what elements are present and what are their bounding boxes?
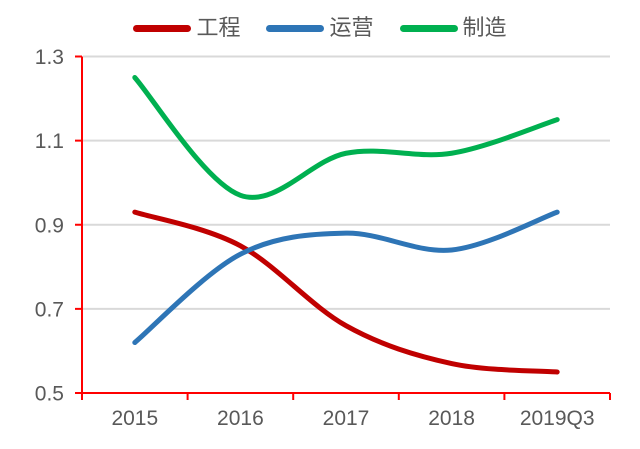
x-tick-label-2015: 2015 [111, 407, 158, 430]
x-tick-label-2016: 2016 [217, 407, 264, 430]
legend-label-zhizao: 制造 [462, 15, 507, 40]
legend-item-zhizao[interactable]: 制造 [399, 15, 507, 40]
x-tick-label-2017: 2017 [323, 407, 370, 430]
legend-label-yunying: 运营 [329, 15, 374, 40]
x-tick-label-2019Q3: 2019Q3 [520, 407, 595, 430]
series-line-1-运营 [132, 209, 560, 346]
legend-marker-green-line [399, 24, 458, 32]
chart-legend: 工程 运营 制造 [0, 15, 640, 40]
x-tick-label-2018: 2018 [428, 407, 475, 430]
legend-marker-red-line [133, 24, 192, 32]
series-line-0-工程 [132, 209, 560, 375]
legend-label-gongcheng: 工程 [196, 15, 241, 40]
y-tick-label-1.1: 1.1 [35, 130, 64, 153]
legend-item-yunying[interactable]: 运营 [266, 15, 374, 40]
legend-marker-blue-line [266, 24, 325, 32]
y-tick-label-1.3: 1.3 [35, 46, 64, 69]
y-tick-label-0.9: 0.9 [35, 214, 64, 237]
legend-item-gongcheng[interactable]: 工程 [133, 15, 241, 40]
y-tick-label-0.7: 0.7 [35, 298, 64, 321]
y-tick-label-0.5: 0.5 [35, 383, 64, 406]
series-line-2-制造 [132, 75, 560, 200]
